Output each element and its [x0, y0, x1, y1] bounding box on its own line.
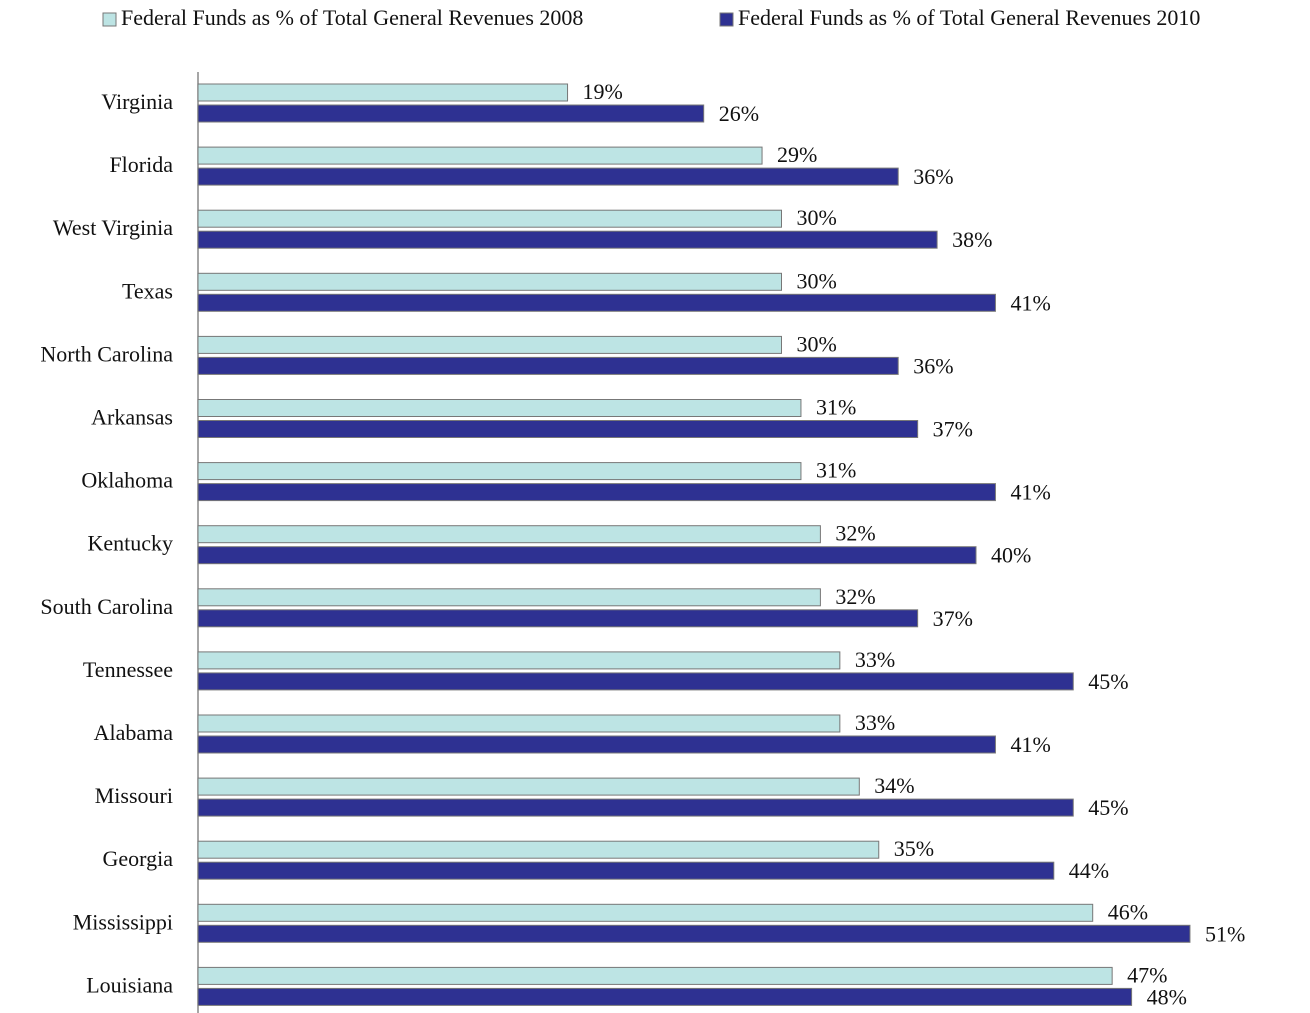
data-label: 40% — [991, 543, 1031, 568]
bar — [197, 987, 1133, 1006]
data-label: 44% — [1069, 858, 1109, 883]
y-tick-label: Florida — [109, 152, 173, 177]
data-label: 41% — [1010, 732, 1050, 757]
data-label: 45% — [1088, 795, 1128, 820]
data-label: 31% — [816, 395, 856, 420]
bar — [197, 335, 782, 354]
data-label: 46% — [1108, 899, 1148, 924]
bar — [197, 293, 996, 312]
bar — [197, 840, 880, 859]
y-tick-label: Missouri — [95, 783, 173, 808]
data-label: 29% — [777, 142, 817, 167]
bar — [197, 798, 1074, 817]
data-label: 38% — [952, 227, 992, 252]
y-tick-label: Oklahoma — [81, 468, 173, 493]
data-label: 41% — [1010, 480, 1050, 505]
bar — [197, 672, 1074, 691]
bar — [197, 146, 763, 165]
y-tick-label: West Virginia — [53, 215, 173, 240]
bar — [197, 167, 899, 186]
y-tick-label: Tennessee — [83, 657, 173, 682]
data-label: 37% — [933, 417, 973, 442]
bar — [197, 609, 919, 628]
legend-label: Federal Funds as % of Total General Reve… — [121, 5, 583, 30]
data-label: 45% — [1088, 669, 1128, 694]
data-label: 31% — [816, 458, 856, 483]
data-label: 32% — [835, 521, 875, 546]
data-label: 30% — [797, 331, 837, 356]
bar — [197, 399, 802, 417]
data-label: 33% — [855, 647, 895, 672]
y-tick-label: Virginia — [101, 89, 173, 114]
data-label: 30% — [797, 268, 837, 293]
bar — [197, 462, 802, 481]
bar — [197, 356, 899, 375]
bar — [197, 777, 860, 796]
bar — [197, 714, 841, 733]
y-tick-label: Texas — [122, 278, 173, 303]
data-label: 30% — [797, 205, 837, 230]
bar — [197, 230, 938, 249]
data-label: 26% — [719, 101, 759, 126]
y-tick-label: North Carolina — [40, 341, 173, 366]
data-label: 47% — [1127, 962, 1167, 987]
data-label: 35% — [894, 836, 934, 861]
data-label: 41% — [1010, 290, 1050, 315]
data-label: 19% — [583, 79, 623, 104]
bar — [197, 83, 569, 102]
y-tick-label: South Carolina — [40, 594, 173, 619]
bar — [197, 924, 1191, 943]
y-tick-label: Arkansas — [91, 405, 173, 430]
data-label: 51% — [1205, 921, 1245, 946]
data-label: 36% — [913, 353, 953, 378]
bar — [197, 735, 996, 754]
bar — [197, 272, 782, 291]
data-label: 33% — [855, 710, 895, 735]
data-label: 32% — [835, 584, 875, 609]
legend-label: Federal Funds as % of Total General Reve… — [738, 5, 1200, 30]
legend-swatch — [102, 12, 117, 27]
bar — [197, 903, 1094, 922]
bar — [197, 420, 919, 438]
y-tick-label: Mississippi — [73, 909, 173, 934]
data-label: 48% — [1147, 984, 1187, 1009]
bar — [197, 546, 977, 565]
y-tick-label: Kentucky — [87, 531, 173, 556]
bar — [197, 651, 841, 670]
bar — [197, 525, 821, 544]
y-tick-label: Alabama — [94, 720, 174, 745]
y-tick-label: Louisiana — [86, 972, 173, 997]
bar — [197, 104, 705, 123]
bar — [197, 209, 782, 228]
bar — [197, 483, 996, 502]
data-label: 36% — [913, 164, 953, 189]
data-label: 37% — [933, 606, 973, 631]
legend-swatch — [719, 12, 734, 27]
bar — [197, 966, 1113, 985]
data-label: 34% — [874, 773, 914, 798]
bar — [197, 861, 1055, 880]
y-tick-label: Georgia — [103, 846, 174, 871]
bar — [197, 588, 821, 607]
